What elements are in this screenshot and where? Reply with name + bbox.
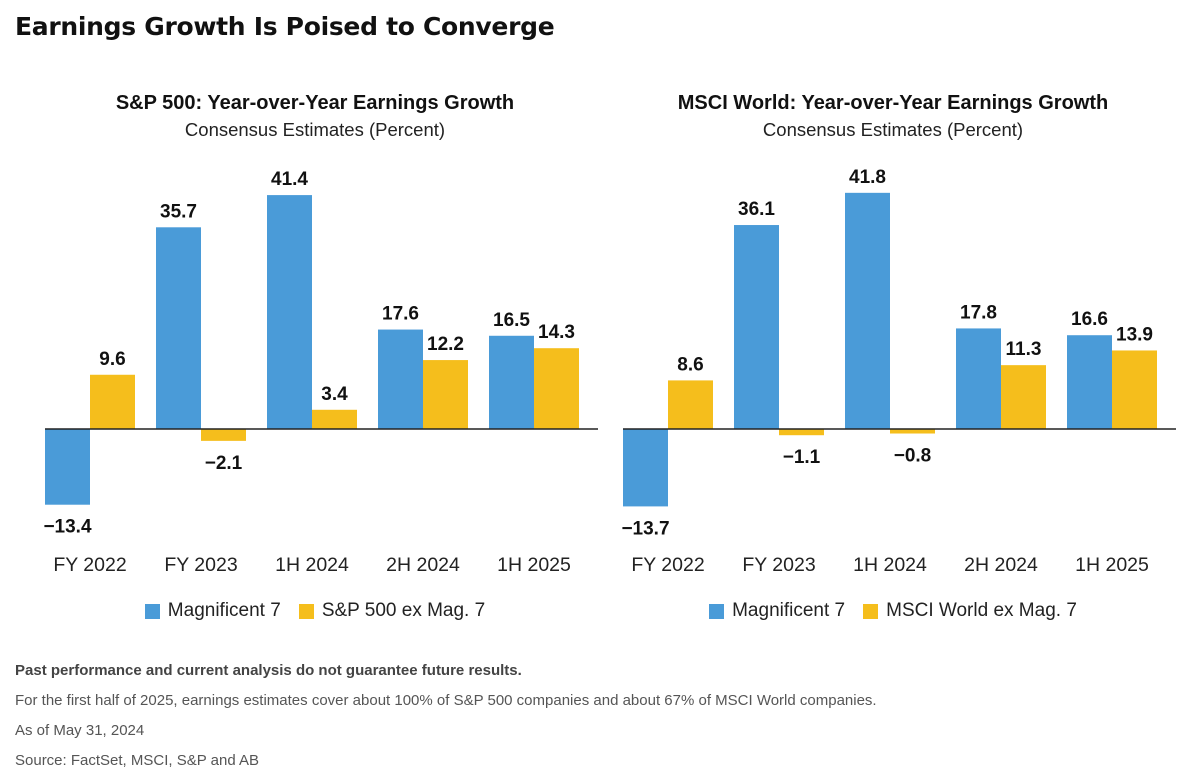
bar — [45, 429, 90, 505]
bar — [489, 335, 534, 429]
x-tick-label: FY 2022 — [53, 554, 126, 576]
as-of-date: As of May 31, 2024 — [15, 722, 145, 739]
chart-panel-sp500: S&P 500: Year-over-Year Earnings Growth … — [35, 86, 598, 636]
x-tick-label: 1H 2024 — [275, 554, 349, 576]
coverage-note: For the first half of 2025, earnings est… — [15, 692, 877, 709]
data-label: 35.7 — [160, 201, 197, 222]
bar-chart: −13.4 35.7 41.4 17.6 16.5 9.6 −2.1 3.4 12.2 14.3 F… — [43, 169, 598, 576]
bar — [779, 429, 824, 436]
bar — [1067, 335, 1112, 429]
bar — [312, 409, 357, 429]
x-tick-label: FY 2022 — [631, 554, 704, 576]
data-label: −0.8 — [894, 446, 932, 467]
disclaimer-note: Past performance and current analysis do… — [15, 662, 522, 679]
legend-swatch-series-2 — [863, 603, 879, 619]
bar — [845, 192, 890, 429]
footnotes: Past performance and current analysis do… — [15, 660, 877, 780]
data-label: −13.7 — [621, 518, 669, 539]
data-label: −2.1 — [205, 453, 243, 474]
bar — [1112, 350, 1157, 429]
bar — [623, 429, 668, 507]
legend-item-series-2: MSCI World ex Mag. 7 — [863, 600, 1077, 622]
legend-item-series-2: S&P 500 ex Mag. 7 — [298, 600, 486, 622]
data-label: 8.6 — [677, 354, 703, 375]
chart-title: S&P 500: Year-over-Year Earnings Growth — [115, 92, 515, 114]
data-label: 11.3 — [1006, 339, 1042, 360]
x-tick-label: 1H 2025 — [497, 554, 571, 576]
bar — [668, 380, 713, 429]
data-label: 16.5 — [493, 310, 530, 331]
bar — [201, 429, 246, 441]
data-label: 17.8 — [960, 302, 997, 323]
data-label: 36.1 — [738, 199, 775, 220]
data-label: −13.4 — [43, 517, 92, 538]
bar — [890, 429, 935, 434]
legend-label-series-1: Magnificent 7 — [167, 600, 281, 621]
legend-swatch-series-1 — [144, 603, 160, 619]
legend-item-series-1: Magnificent 7 — [709, 600, 845, 622]
data-label: 9.6 — [99, 349, 125, 370]
x-tick-label: 1H 2025 — [1075, 554, 1149, 576]
bar — [90, 374, 135, 429]
chart-legend: Magnificent 7 S&P 500 ex Mag. 7 — [35, 600, 595, 622]
legend-item-series-1: Magnificent 7 — [144, 600, 281, 622]
legend-swatch-series-1 — [709, 603, 725, 619]
bar — [534, 348, 579, 429]
x-tick-label: FY 2023 — [164, 554, 237, 576]
data-label: 41.4 — [271, 169, 308, 190]
chart-panel-msci-world: MSCI World: Year-over-Year Earnings Grow… — [613, 86, 1176, 636]
legend-swatch-series-2 — [298, 603, 314, 619]
x-tick-label: 1H 2024 — [853, 554, 927, 576]
chart-subtitle: Consensus Estimates (Percent) — [184, 119, 446, 140]
data-label: 12.2 — [427, 334, 464, 355]
bar — [378, 329, 423, 429]
data-label: 13.9 — [1116, 324, 1153, 345]
legend-label-series-1: Magnificent 7 — [732, 600, 846, 621]
bar — [423, 360, 468, 429]
bar-chart: −13.7 36.1 41.8 17.8 16.6 8.6 −1.1 −0.8 11.3 13.9… — [621, 167, 1176, 576]
bar — [156, 227, 201, 429]
x-tick-label: FY 2023 — [742, 554, 815, 576]
chart-subtitle: Consensus Estimates (Percent) — [762, 119, 1024, 140]
data-label: 16.6 — [1071, 309, 1108, 330]
page-title: Earnings Growth Is Poised to Converge — [15, 12, 555, 41]
bar — [267, 195, 312, 429]
bar — [956, 328, 1001, 429]
bar — [1001, 365, 1046, 429]
x-tick-label: 2H 2024 — [964, 554, 1038, 576]
chart-title: MSCI World: Year-over-Year Earnings Grow… — [677, 92, 1109, 114]
data-label: 14.3 — [538, 322, 575, 343]
bar — [734, 225, 779, 429]
legend-label-series-2: MSCI World ex Mag. 7 — [886, 600, 1077, 621]
data-label: 41.8 — [849, 167, 886, 188]
data-label: 17.6 — [382, 304, 419, 325]
data-label: −1.1 — [783, 447, 821, 468]
x-tick-label: 2H 2024 — [386, 554, 460, 576]
chart-legend: Magnificent 7 MSCI World ex Mag. 7 — [613, 600, 1173, 622]
legend-label-series-2: S&P 500 ex Mag. 7 — [321, 600, 486, 621]
source-note: Source: FactSet, MSCI, S&P and AB — [15, 752, 260, 769]
data-label: 3.4 — [321, 384, 348, 405]
